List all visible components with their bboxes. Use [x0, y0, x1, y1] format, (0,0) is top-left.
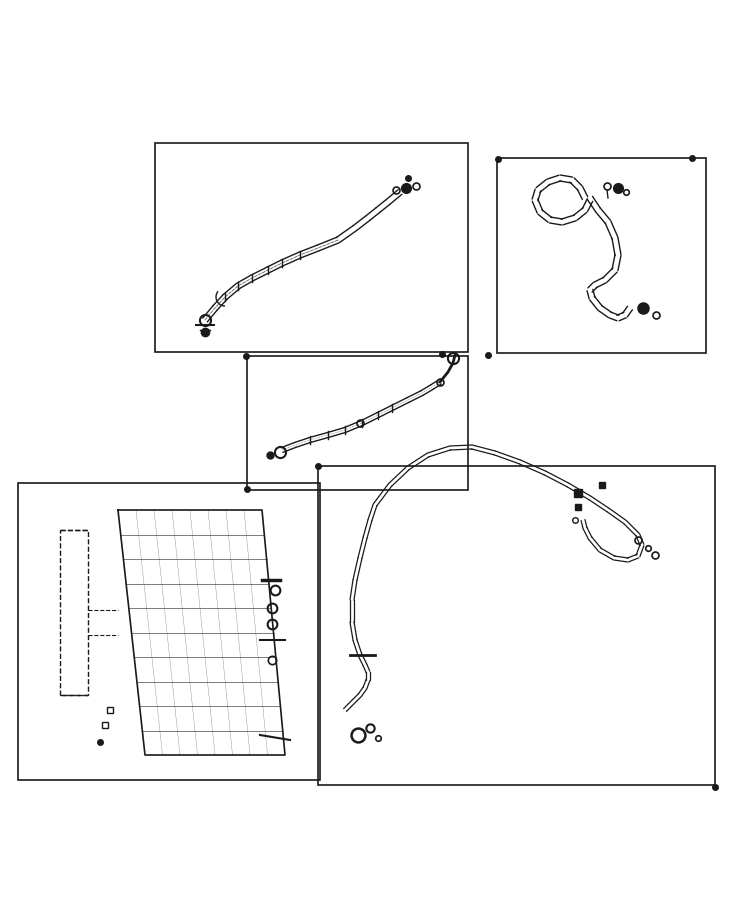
- Bar: [497, 158, 706, 353]
- Bar: [318, 466, 715, 785]
- Bar: [18, 483, 320, 780]
- Bar: [247, 356, 468, 490]
- Bar: [155, 143, 468, 352]
- Bar: [60, 530, 88, 695]
